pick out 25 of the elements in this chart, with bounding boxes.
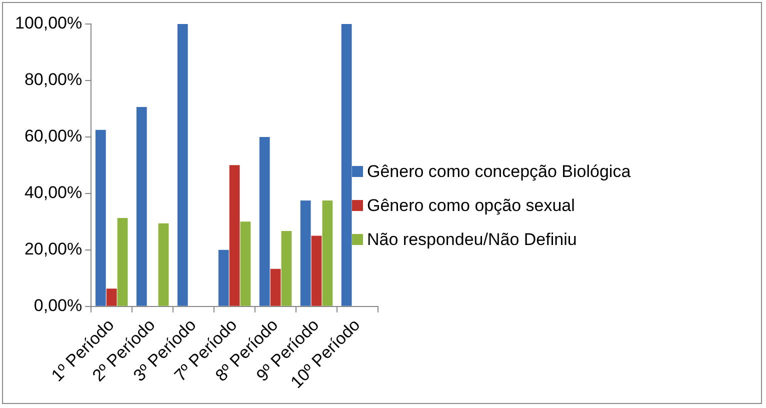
- bar: [341, 24, 352, 306]
- legend-label: Não respondeu/Não Definiu: [367, 229, 577, 251]
- y-tick-label: 20,00%: [24, 240, 82, 259]
- legend-label: Gênero como opção sexual: [367, 195, 575, 217]
- bar: [240, 222, 251, 306]
- bar: [229, 165, 240, 306]
- bar: [270, 268, 281, 306]
- bar: [281, 230, 292, 306]
- bar: [322, 200, 333, 306]
- bar: [300, 200, 311, 306]
- bar: [158, 223, 169, 306]
- legend-label: Gênero como concepção Biológica: [367, 161, 631, 183]
- bar: [259, 136, 270, 306]
- bar: [218, 250, 229, 306]
- bar: [106, 288, 117, 306]
- y-tick-label: 80,00%: [24, 70, 82, 90]
- bar: [311, 236, 322, 306]
- y-tick-label: 100,00%: [14, 14, 82, 33]
- bar: [136, 107, 147, 306]
- bar: [177, 24, 188, 306]
- y-tick-label: 60,00%: [24, 126, 82, 146]
- bar: [95, 130, 106, 306]
- y-tick-label: 40,00%: [24, 183, 82, 202]
- y-tick-label: 0,00%: [34, 296, 82, 316]
- bar: [117, 218, 128, 306]
